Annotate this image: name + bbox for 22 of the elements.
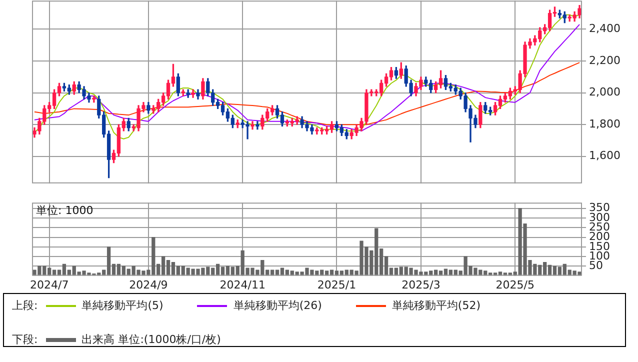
x-tick-label: 2024/9 <box>129 278 168 292</box>
x-tick-label: 2025/1 <box>317 278 356 292</box>
legend-label: 単純移動平均(26) <box>233 298 322 313</box>
legend-label: 単純移動平均(52) <box>392 298 480 313</box>
legend-title: 上段: <box>12 298 38 313</box>
legend-label: 出来高 単位:(1000株/口/枚) <box>82 332 221 347</box>
y-tick-label: 2,400 <box>589 22 620 36</box>
x-tick-label: 2024/11 <box>220 278 266 292</box>
y-tick-label: 2,000 <box>589 86 620 99</box>
x-tick-label: 2025/5 <box>496 278 534 292</box>
candlestick <box>92 96 96 103</box>
y-tick-label: 2,200 <box>589 54 620 67</box>
annotation: 単位: 1000 <box>36 204 94 217</box>
candlestick <box>250 121 254 130</box>
candlestick <box>191 89 195 98</box>
x-tick-label: 2025/3 <box>402 278 440 292</box>
legend-title: 下段: <box>12 332 38 347</box>
legend-label: 単純移動平均(5) <box>82 298 164 313</box>
y-tick-label: 1,800 <box>589 117 620 130</box>
x-tick-label: 2024/7 <box>30 278 69 292</box>
y-tick-label: 1,600 <box>589 149 620 162</box>
candlestick <box>256 121 260 130</box>
